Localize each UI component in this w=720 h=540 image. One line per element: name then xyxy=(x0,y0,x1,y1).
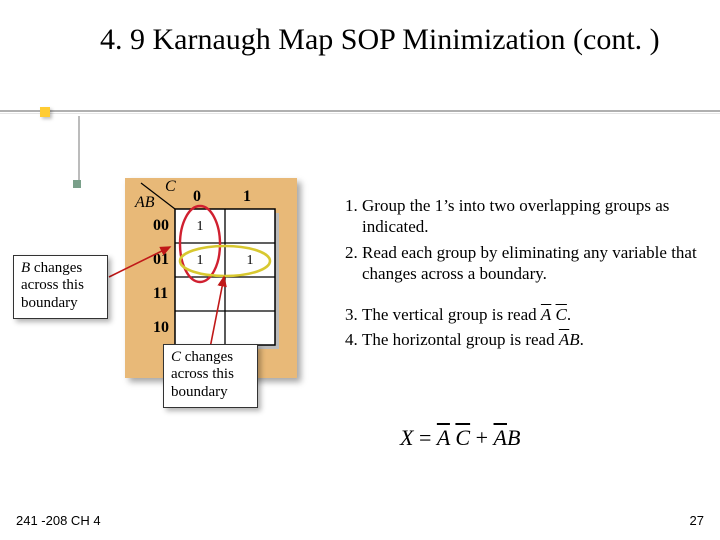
footer-left: 241 -208 CH 4 xyxy=(16,513,101,528)
page-number: 27 xyxy=(690,513,704,528)
kmap-row-00: 00 xyxy=(153,217,169,234)
slide-title: 4. 9 Karnaugh Map SOP Minimization (cont… xyxy=(100,22,690,58)
kmap-row-var: AB xyxy=(134,194,155,211)
title-rule-shadow xyxy=(0,113,720,114)
result-equation: X = A C + AB xyxy=(400,425,520,451)
callout-c-var: C xyxy=(171,349,181,365)
step-3: The vertical group is read A C. xyxy=(362,304,700,325)
steps-list: Group the 1’s into two overlapping group… xyxy=(340,195,700,355)
callout-b-changes: B changes across this boundary xyxy=(13,255,108,319)
title-rule xyxy=(0,110,720,112)
deco-vline xyxy=(78,116,80,186)
step-2: Read each group by eliminating any varia… xyxy=(362,242,700,285)
callout-b-var: B xyxy=(21,260,30,276)
callout-c-text: changes across this boundary xyxy=(171,349,234,400)
kmap-row-01: 01 xyxy=(153,251,169,268)
kmap-cell-01-1: 1 xyxy=(247,253,254,268)
kmap-cell-00-0: 1 xyxy=(197,219,204,234)
deco-square-icon xyxy=(40,107,50,117)
kmap-row-11: 11 xyxy=(153,285,168,302)
kmap-col-var: C xyxy=(165,178,176,195)
kmap-cell-01-0: 1 xyxy=(197,253,204,268)
callout-c-changes: C changes across this boundary xyxy=(163,344,258,408)
step-1: Group the 1’s into two overlapping group… xyxy=(362,195,700,238)
step-4: The horizontal group is read AB. xyxy=(362,329,700,350)
callout-b-text: changes across this boundary xyxy=(21,260,84,311)
deco-square2-icon xyxy=(73,180,81,188)
kmap-col-1: 1 xyxy=(243,188,251,205)
kmap-col-0: 0 xyxy=(193,188,201,205)
kmap-row-10: 10 xyxy=(153,319,169,336)
